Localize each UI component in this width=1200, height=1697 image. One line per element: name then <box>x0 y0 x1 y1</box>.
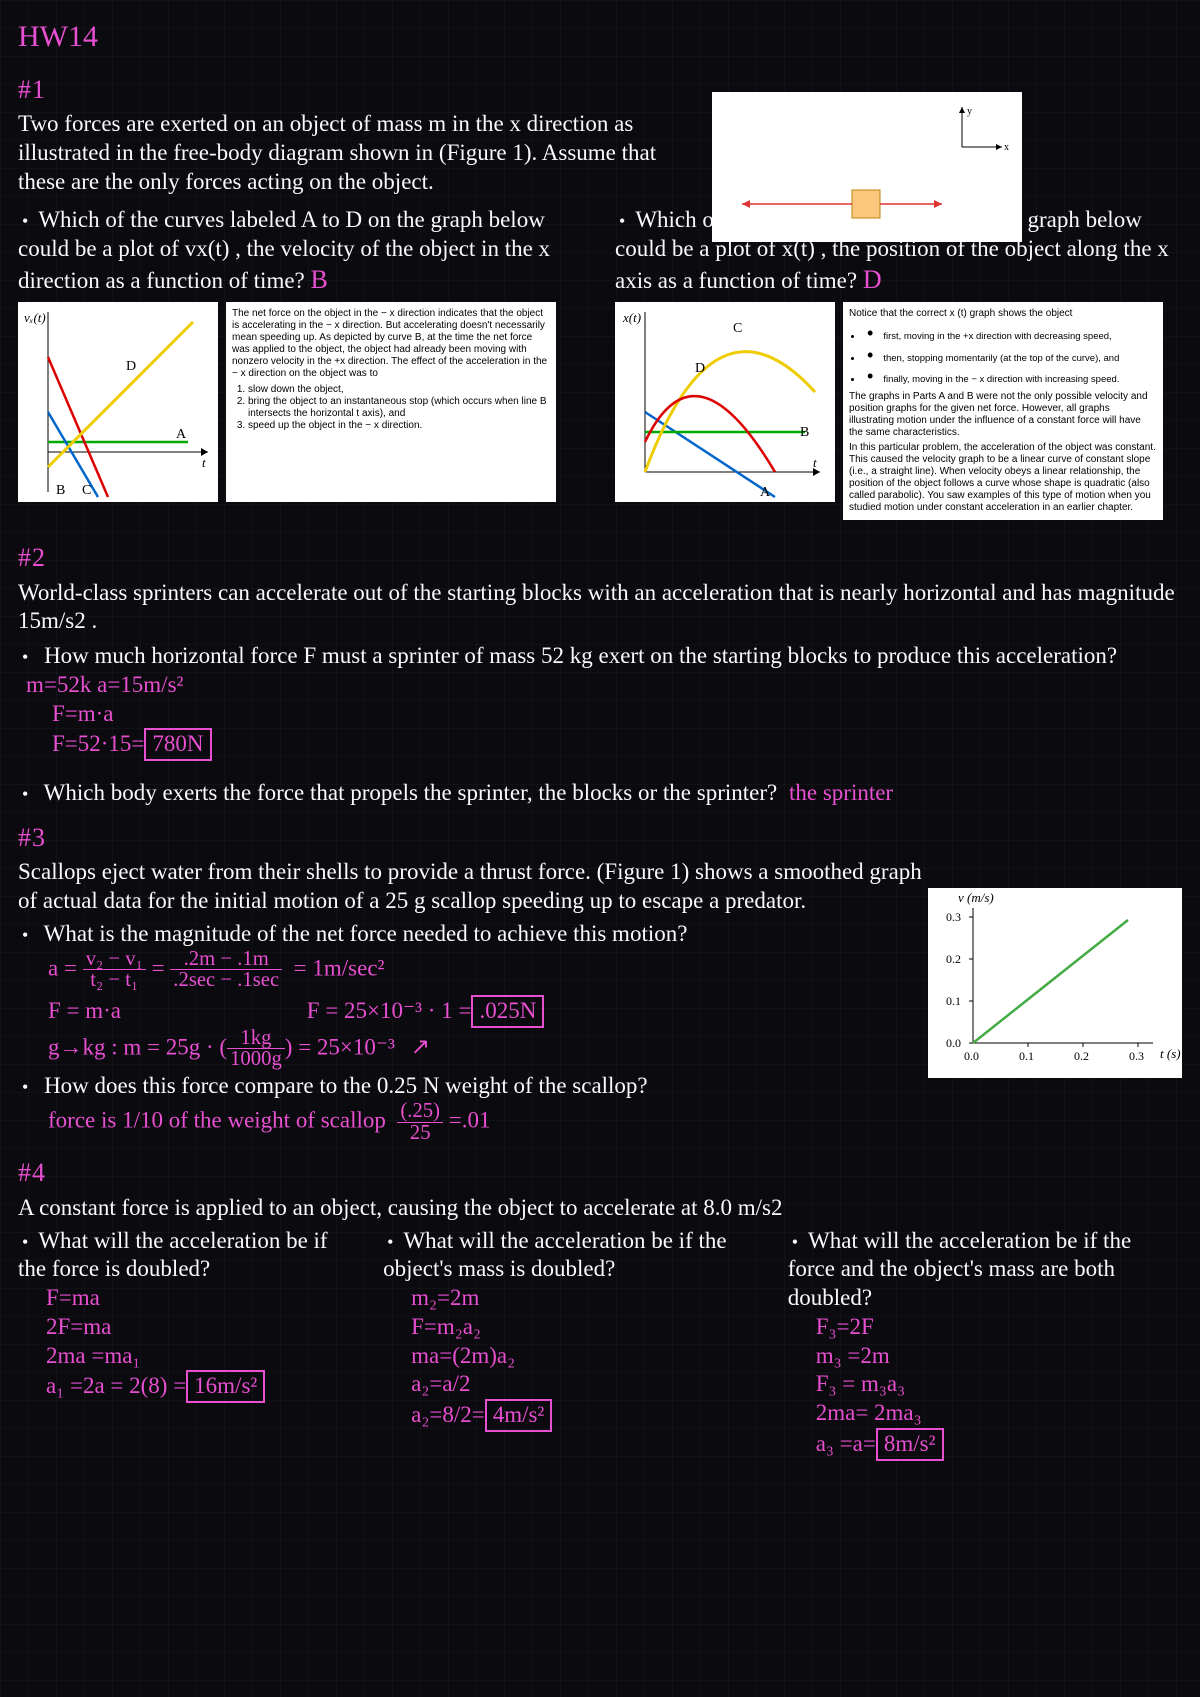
vx-graph: vₓ(t) t A B C D <box>18 302 218 502</box>
svg-text:x(t): x(t) <box>622 310 641 325</box>
q3-intro: Scallops eject water from their shells t… <box>18 858 938 916</box>
q4-answer-a: 16m/s² <box>186 1370 265 1403</box>
q4-part-a: What will the acceleration be if the for… <box>18 1227 353 1461</box>
svg-text:x: x <box>1004 142 1009 153</box>
q4-work-b: m₂=2m F=m₂a₂ ma=(2m)a₂ a₂=a/2 a₂=8/2=4m/… <box>411 1284 758 1432</box>
q4-work-c: F₃=2F m₃ =2m F₃ = m₃a₃ 2ma= 2ma₃ a₃ =a=8… <box>816 1313 1182 1461</box>
xt-graph: x(t) t A B C D <box>615 302 835 502</box>
q1-intro: Two forces are exerted on an object of m… <box>18 110 658 196</box>
q3-work-a: a = v₂ − v₁t₂ − t₁ = .2m − .1m.2sec − .1… <box>48 949 838 991</box>
q4-work-a: F=ma 2F=ma 2ma =ma₁ a₁ =2a = 2(8) =16m/s… <box>46 1284 353 1403</box>
q1-part-b: Which of the curves labeled A to D on th… <box>615 206 1182 520</box>
q1-part-a: Which of the curves labeled A to D on th… <box>18 206 585 520</box>
svg-text:vₓ(t): vₓ(t) <box>24 310 46 325</box>
free-body-diagram: y x <box>712 92 1022 242</box>
page-title: HW14 <box>18 18 1182 56</box>
q3-work-b: force is 1/10 of the weight of scallop (… <box>48 1101 838 1143</box>
q1-hint-b: Notice that the correct x (t) graph show… <box>843 302 1163 520</box>
q4-number: #4 <box>18 1157 1182 1190</box>
q4-part-b: What will the acceleration be if the obj… <box>383 1227 758 1461</box>
q2-work-l1: F=m·a <box>52 700 1182 729</box>
svg-text:t: t <box>202 455 206 470</box>
svg-text:v (m/s): v (m/s) <box>958 890 994 905</box>
svg-text:0.2: 0.2 <box>946 952 961 966</box>
svg-text:A: A <box>760 485 771 500</box>
scallop-graph: v (m/s) t (s) 0.0 0.1 0.2 0.3 0.0 0.1 0.… <box>928 888 1182 1078</box>
q4-intro: A constant force is applied to an object… <box>18 1194 1182 1223</box>
q4-part-c: What will the acceleration be if the for… <box>788 1227 1182 1461</box>
q3-work-a2: F = m·a F = 25×10⁻³ · 1 =.025N <box>48 995 838 1028</box>
q2-answer-b: the sprinter <box>789 780 893 805</box>
q4-answer-b: 4m/s² <box>485 1399 553 1432</box>
q1-pb-answer: D <box>863 265 882 294</box>
svg-text:C: C <box>82 483 91 498</box>
q2-given: m=52k a=15m/s² <box>26 672 183 697</box>
q3-answer-a: .025N <box>471 995 544 1028</box>
svg-text:t: t <box>813 455 817 470</box>
svg-text:B: B <box>56 483 65 498</box>
q2-part-a: How much horizontal force F must a sprin… <box>18 642 1182 761</box>
svg-text:0.3: 0.3 <box>946 910 961 924</box>
q3-part-a: What is the magnitude of the net force n… <box>18 920 838 1070</box>
svg-text:0.1: 0.1 <box>946 994 961 1008</box>
svg-text:C: C <box>733 321 742 336</box>
svg-text:0.0: 0.0 <box>946 1036 961 1050</box>
q2-answer-a: 780N <box>144 728 211 761</box>
q2-work-l2: F=52·15=780N <box>52 728 1182 761</box>
q2-part-b: Which body exerts the force that propels… <box>18 779 1182 808</box>
svg-text:D: D <box>695 361 705 376</box>
svg-text:y: y <box>967 106 972 117</box>
svg-text:A: A <box>176 427 187 442</box>
svg-text:t (s): t (s) <box>1160 1046 1181 1061</box>
q3-work-a3: g→kg : m = 25g · (1kg1000g) = 25×10⁻³ ↗ <box>48 1028 838 1070</box>
q4-answer-c: 8m/s² <box>876 1428 944 1461</box>
q3-part-b: How does this force compare to the 0.25 … <box>18 1072 838 1143</box>
svg-text:0.3: 0.3 <box>1129 1049 1144 1063</box>
svg-text:B: B <box>800 425 809 440</box>
q1-hint-a: The net force on the object in the − x d… <box>226 302 556 502</box>
q3-number: #3 <box>18 822 1182 855</box>
q1-pa-text: Which of the curves labeled A to D on th… <box>18 207 550 293</box>
q2-number: #2 <box>18 542 1182 575</box>
svg-text:0.2: 0.2 <box>1074 1049 1089 1063</box>
svg-text:0.0: 0.0 <box>964 1049 979 1063</box>
q2-intro: World-class sprinters can accelerate out… <box>18 579 1182 637</box>
q1-pa-answer: B <box>311 265 328 294</box>
svg-text:0.1: 0.1 <box>1019 1049 1034 1063</box>
svg-text:D: D <box>126 359 136 374</box>
